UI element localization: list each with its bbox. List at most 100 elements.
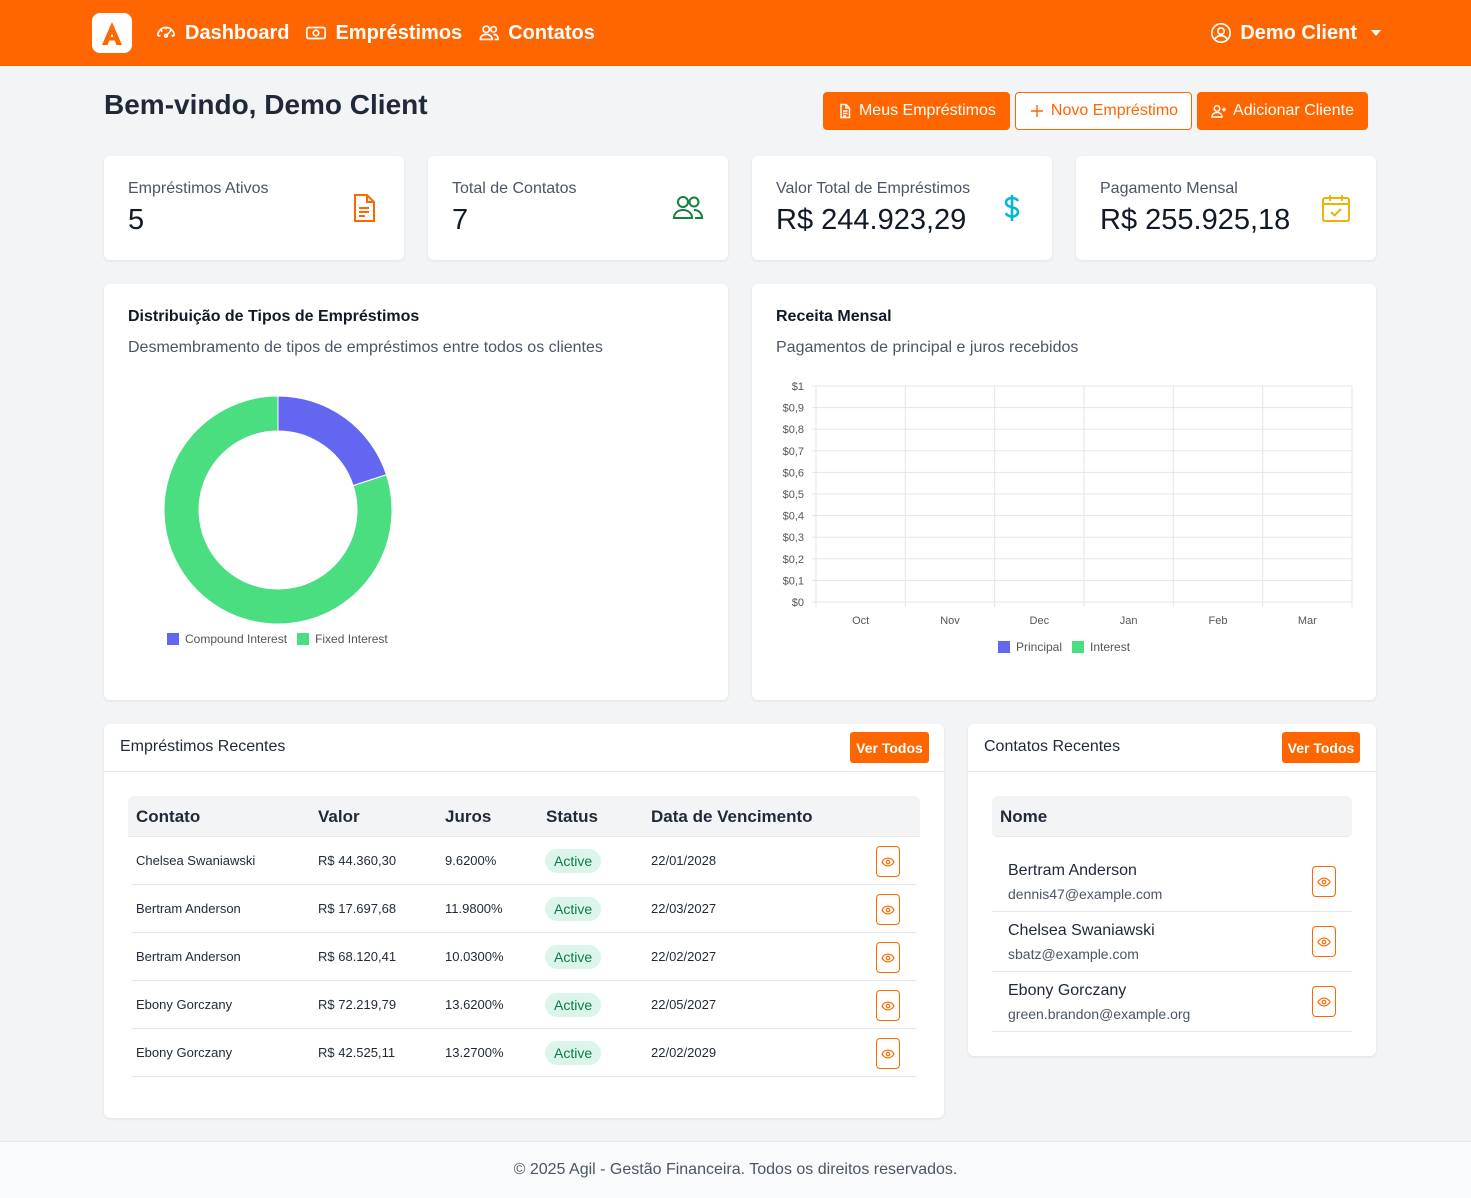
cell-contact: Bertram Anderson	[136, 949, 241, 964]
doughnut-slice-fixed-interest[interactable]	[163, 395, 393, 625]
contacts-view-all-button[interactable]: Ver Todos	[1282, 732, 1360, 763]
eye-icon	[881, 1048, 895, 1059]
legend-item-fixed[interactable]: Fixed Interest	[297, 632, 388, 646]
view-loan-button[interactable]	[876, 990, 900, 1021]
new-loan-button[interactable]: Novo Empréstimo	[1014, 92, 1193, 130]
cell-rate: 13.6200%	[445, 997, 504, 1012]
user-menu[interactable]: Demo Client	[1210, 0, 1381, 66]
stat-card-total-contacts: Total de Contatos 7	[428, 156, 728, 260]
cell-value: R$ 72.219,79	[318, 997, 397, 1012]
nav-emprestimos-label: Empréstimos	[335, 21, 463, 44]
list-item: Bertram Anderson dennis47@example.com	[992, 852, 1352, 912]
y-tick-label: $0,3	[783, 532, 804, 544]
stat-label: Valor Total de Empréstimos	[776, 180, 971, 197]
legend-label: Compound Interest	[185, 632, 288, 646]
view-contact-button[interactable]	[1312, 866, 1336, 897]
chart-title: Receita Mensal	[776, 308, 892, 325]
cell-value: R$ 42.525,11	[318, 1045, 396, 1060]
nav-contatos[interactable]: Contatos	[478, 22, 595, 45]
stat-value: 7	[452, 204, 469, 236]
cell-value: R$ 68.120,41	[318, 949, 397, 964]
contact-name: Chelsea Swaniawski	[1008, 922, 1155, 939]
col-contato: Contato	[136, 807, 201, 826]
eye-icon	[1317, 996, 1331, 1007]
view-loan-button[interactable]	[876, 846, 900, 877]
legend-item-compound[interactable]: Compound Interest	[167, 632, 287, 646]
view-loan-button[interactable]	[876, 942, 900, 973]
recent-contacts-table: Nome Bertram Anderson dennis47@example.co…	[992, 796, 1352, 1032]
legend-label: Fixed Interest	[315, 632, 388, 646]
legend-item-principal[interactable]: Principal	[998, 640, 1062, 654]
cell-due-date: 22/01/2028	[651, 853, 717, 868]
legend-item-interest[interactable]: Interest	[1072, 640, 1130, 654]
x-tick-label: Dec	[1030, 615, 1050, 627]
col-juros: Juros	[445, 807, 492, 826]
view-contact-button[interactable]	[1312, 926, 1336, 957]
loans-view-all-button[interactable]: Ver Todos	[850, 732, 929, 763]
view-loan-button[interactable]	[876, 1038, 900, 1069]
recent-loans-card: Empréstimos Recentes Ver Todos Contato V…	[104, 724, 944, 1118]
users-icon	[479, 25, 500, 41]
stat-value: 5	[128, 204, 145, 236]
status-badge: Active	[545, 849, 602, 873]
footer-text: © 2025 Agil - Gestão Financeira. Todos o…	[513, 1161, 958, 1178]
contact-email: sbatz@example.com	[1008, 946, 1139, 962]
status-badge: Active	[545, 945, 602, 969]
list-item: Ebony Gorczany green.brandon@example.org	[992, 972, 1352, 1032]
plus-icon	[1030, 105, 1043, 117]
logo-a-icon	[102, 22, 122, 45]
nav-dashboard[interactable]: Dashboard	[155, 22, 289, 45]
user-plus-icon	[1211, 105, 1227, 118]
my-loans-button[interactable]: Meus Empréstimos	[822, 92, 1010, 130]
x-tick-label: Feb	[1209, 615, 1228, 627]
chart-title: Distribuição de Tipos de Empréstimos	[128, 308, 420, 325]
document-icon	[354, 194, 375, 222]
x-tick-label: Oct	[852, 615, 869, 627]
contact-name: Ebony Gorczany	[1008, 982, 1127, 999]
status-badge: Active	[545, 1041, 602, 1065]
cell-rate: 13.2700%	[445, 1045, 504, 1060]
stat-label: Total de Contatos	[452, 180, 577, 197]
view-contact-button[interactable]	[1312, 986, 1336, 1017]
table-header: Contato Valor Juros Status Data de Venci…	[128, 796, 920, 837]
app-logo[interactable]	[92, 13, 132, 53]
stat-card-active-loans: Empréstimos Ativos 5	[104, 156, 404, 260]
y-tick-label: $0,5	[783, 489, 804, 501]
legend-swatch	[1072, 641, 1085, 653]
legend-label: Principal	[1016, 640, 1063, 654]
recent-loans-title: Empréstimos Recentes	[120, 738, 286, 755]
cell-contact: Bertram Anderson	[136, 901, 241, 916]
eye-icon	[1317, 876, 1331, 887]
table-row: Ebony Gorczany R$ 42.525,11 13.2700% Active…	[132, 1029, 916, 1077]
monthly-revenue-chart-card: Receita Mensal Pagamentos de principal e…	[752, 284, 1376, 700]
add-client-button[interactable]: Adicionar Cliente	[1197, 92, 1368, 130]
header-actions: Meus Empréstimos Novo Empréstimo Adicion…	[822, 92, 1368, 130]
cell-due-date: 22/05/2027	[651, 997, 717, 1012]
table-row: Chelsea Swaniawski R$ 44.360,30 9.6200% Act…	[132, 837, 916, 885]
legend-swatch	[167, 633, 179, 645]
recent-contacts-card: Contatos Recentes Ver Todos Nome Bertram…	[968, 724, 1376, 1056]
y-tick-label: $0	[792, 597, 804, 609]
chart-subtitle: Pagamentos de principal e juros recebido…	[776, 339, 1079, 356]
doughnut-legend: Compound Interest Fixed Interest	[167, 632, 388, 646]
stat-value: R$ 244.923,29	[776, 204, 967, 236]
new-loan-label: Novo Empréstimo	[1050, 102, 1179, 119]
col-nome: Nome	[1000, 807, 1048, 826]
nav-emprestimos[interactable]: Empréstimos	[305, 22, 462, 45]
contact-name: Bertram Anderson	[1008, 862, 1137, 879]
table-header: Nome	[992, 796, 1352, 837]
eye-icon	[1317, 936, 1331, 947]
loan-types-doughnut	[163, 395, 393, 625]
cell-contact: Ebony Gorczany	[136, 1045, 233, 1060]
calendar-check-icon	[1322, 195, 1350, 222]
legend-label: Interest	[1090, 640, 1131, 654]
y-tick-label: $1	[792, 381, 804, 393]
recent-contacts-title: Contatos Recentes	[984, 738, 1121, 755]
legend-swatch	[998, 641, 1010, 653]
view-loan-button[interactable]	[876, 894, 900, 925]
status-badge: Active	[545, 897, 602, 921]
recent-contacts-header: Contatos Recentes Ver Todos	[968, 724, 1376, 772]
y-tick-label: $0,4	[783, 511, 804, 523]
doughnut-slice-compound-interest[interactable]	[277, 395, 388, 487]
footer: © 2025 Agil - Gestão Financeira. Todos o…	[0, 1141, 1471, 1198]
